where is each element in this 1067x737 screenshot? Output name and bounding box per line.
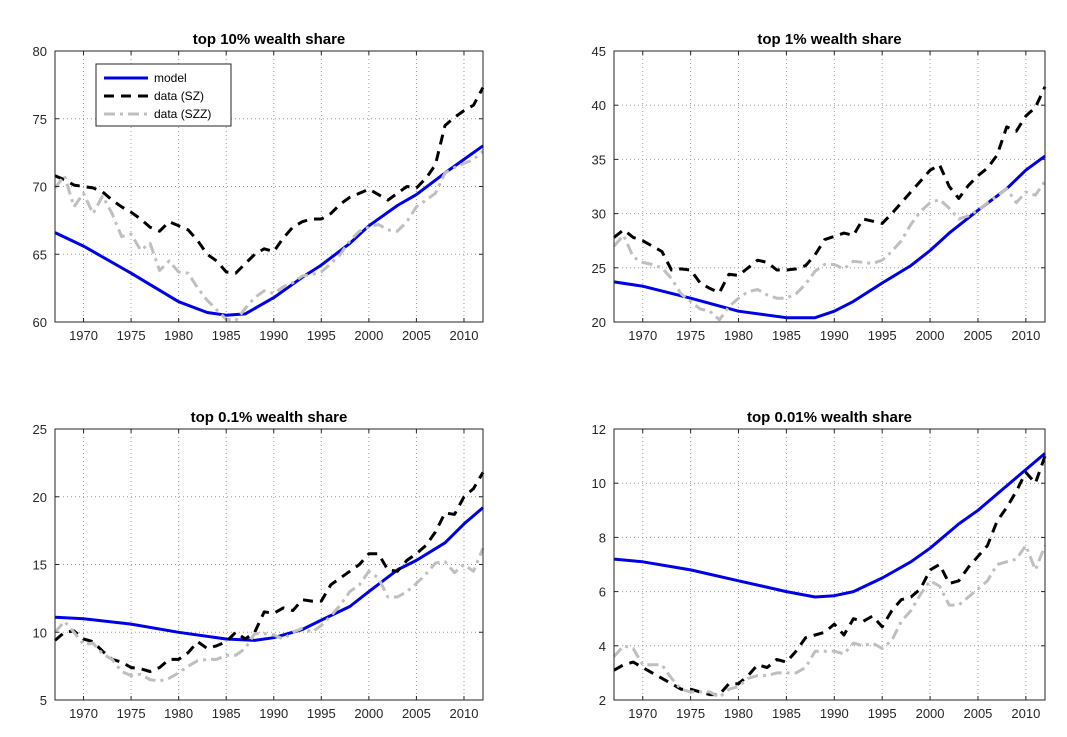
plot-area bbox=[614, 51, 1045, 322]
y-tick-label: 20 bbox=[33, 490, 47, 505]
series-line-data-sz bbox=[613, 86, 1047, 295]
x-tick-label: 2000 bbox=[916, 706, 945, 721]
y-tick-label: 25 bbox=[592, 261, 606, 276]
x-tick-label: 1985 bbox=[772, 706, 801, 721]
x-tick-label: 1970 bbox=[628, 706, 657, 721]
x-tick-label: 1980 bbox=[164, 706, 193, 721]
x-tick-label: 2005 bbox=[402, 706, 431, 721]
series-line-data-szz bbox=[612, 180, 1047, 322]
y-tick-label: 70 bbox=[33, 180, 47, 195]
y-tick-label: 60 bbox=[33, 315, 47, 330]
x-tick-label: 2010 bbox=[450, 328, 479, 343]
y-tick-label: 35 bbox=[592, 152, 606, 167]
legend-label: data (SZZ) bbox=[154, 107, 211, 121]
x-tick-label: 2005 bbox=[402, 328, 431, 343]
y-tick-label: 2 bbox=[599, 693, 606, 708]
x-tick-label: 1975 bbox=[676, 328, 705, 343]
y-tick-label: 8 bbox=[599, 530, 606, 545]
x-tick-label: 1980 bbox=[164, 328, 193, 343]
x-tick-label: 2010 bbox=[450, 706, 479, 721]
y-tick-label: 4 bbox=[599, 639, 606, 654]
x-tick-label: 1975 bbox=[117, 706, 146, 721]
y-tick-label: 25 bbox=[33, 422, 47, 437]
y-tick-label: 65 bbox=[33, 247, 47, 262]
x-tick-label: 1990 bbox=[259, 706, 288, 721]
x-tick-label: 1995 bbox=[307, 706, 336, 721]
y-tick-label: 15 bbox=[33, 558, 47, 573]
series-line-model bbox=[613, 452, 1046, 599]
series-line-model bbox=[54, 506, 484, 642]
chart-title: top 0.01% wealth share bbox=[747, 409, 912, 426]
x-tick-label: 1985 bbox=[772, 328, 801, 343]
x-tick-label: 1995 bbox=[868, 328, 897, 343]
axes-box bbox=[613, 428, 1046, 701]
series-line-data-szz bbox=[53, 547, 485, 683]
x-tick-label: 2005 bbox=[963, 706, 992, 721]
y-tick-label: 10 bbox=[592, 476, 606, 491]
legend-label: model bbox=[154, 71, 187, 85]
x-tick-label: 1995 bbox=[868, 706, 897, 721]
y-tick-label: 40 bbox=[592, 98, 606, 113]
chart-title: top 0.1% wealth share bbox=[191, 409, 348, 426]
series-line-data-sz bbox=[54, 471, 485, 673]
x-tick-label: 1990 bbox=[259, 328, 288, 343]
legend-label: data (SZ) bbox=[154, 89, 204, 103]
x-tick-label: 1970 bbox=[628, 328, 657, 343]
series-line-data-sz bbox=[613, 455, 1047, 697]
panel-3: 1970 1975 1980 1985 1990 1995 2000 2005 2010 5 10 1… bbox=[33, 409, 485, 721]
y-tick-label: 12 bbox=[592, 422, 606, 437]
axes-box bbox=[613, 50, 1046, 323]
x-tick-label: 1990 bbox=[820, 328, 849, 343]
x-tick-label: 2000 bbox=[354, 706, 383, 721]
y-tick-label: 45 bbox=[592, 44, 606, 59]
x-tick-label: 2005 bbox=[963, 328, 992, 343]
chart-title: top 10% wealth share bbox=[193, 31, 346, 48]
x-tick-label: 1970 bbox=[69, 706, 98, 721]
x-tick-label: 1975 bbox=[117, 328, 146, 343]
x-tick-label: 1995 bbox=[307, 328, 336, 343]
series-line-data-szz bbox=[612, 544, 1047, 699]
x-tick-label: 1985 bbox=[212, 706, 241, 721]
y-tick-label: 6 bbox=[599, 585, 606, 600]
series-line-model bbox=[613, 154, 1046, 320]
x-tick-label: 1985 bbox=[212, 328, 241, 343]
x-tick-label: 2010 bbox=[1011, 706, 1040, 721]
x-tick-label: 2000 bbox=[354, 328, 383, 343]
series-line-data-sz bbox=[54, 86, 485, 275]
y-tick-label: 20 bbox=[592, 315, 606, 330]
x-tick-label: 1990 bbox=[820, 706, 849, 721]
legend: model data (SZ) data (SZZ) bbox=[95, 63, 232, 127]
x-tick-label: 1970 bbox=[69, 328, 98, 343]
plot-area bbox=[614, 429, 1045, 700]
panel-2: 1970 1975 1980 1985 1990 1995 2000 2005 2010 20 25… bbox=[592, 31, 1047, 343]
panel-4: 1970 1975 1980 1985 1990 1995 2000 2005 2010 2 4 6 8… bbox=[592, 409, 1047, 721]
x-tick-label: 1980 bbox=[724, 706, 753, 721]
y-tick-label: 5 bbox=[40, 693, 47, 708]
x-tick-label: 1975 bbox=[676, 706, 705, 721]
chart-title: top 1% wealth share bbox=[757, 31, 901, 48]
x-tick-label: 2000 bbox=[916, 328, 945, 343]
y-tick-label: 75 bbox=[33, 112, 47, 127]
y-tick-label: 30 bbox=[592, 207, 606, 222]
y-tick-label: 10 bbox=[33, 625, 47, 640]
x-tick-label: 2010 bbox=[1011, 328, 1040, 343]
x-tick-label: 1980 bbox=[724, 328, 753, 343]
legend-box bbox=[95, 63, 232, 127]
y-tick-label: 80 bbox=[33, 44, 47, 59]
